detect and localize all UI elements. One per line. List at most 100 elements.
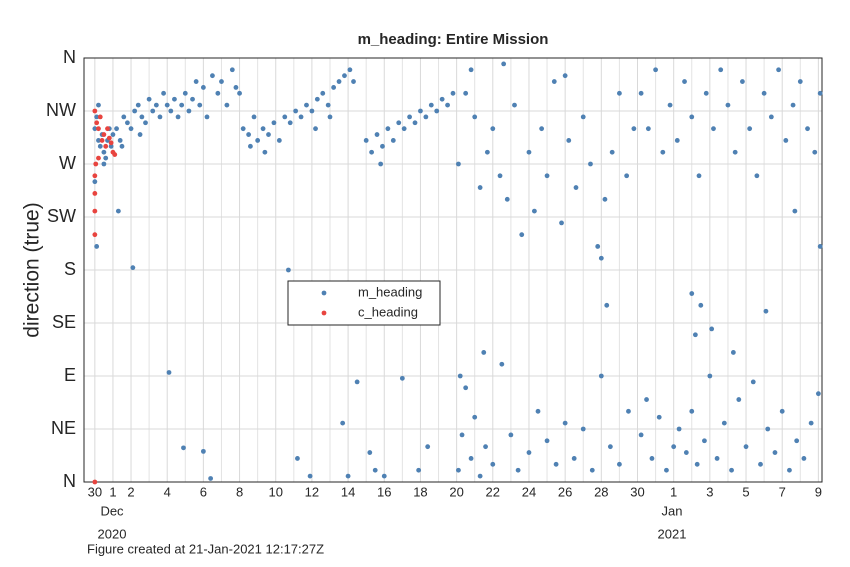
data-point — [93, 161, 99, 167]
data-point — [363, 138, 369, 143]
data-point — [246, 132, 252, 137]
y-tick-label: NW — [46, 100, 76, 120]
legend-box — [287, 280, 441, 326]
data-point — [108, 140, 114, 146]
data-point — [336, 79, 342, 84]
y-tick-label: E — [64, 365, 76, 385]
data-point — [401, 126, 407, 132]
data-point — [472, 114, 478, 120]
data-point — [186, 108, 192, 114]
data-point — [776, 67, 781, 73]
data-point — [101, 149, 107, 155]
data-point — [689, 114, 695, 120]
data-point — [92, 173, 98, 179]
y-tick-label: SW — [47, 206, 76, 226]
data-point — [758, 461, 763, 467]
data-point — [304, 102, 309, 108]
data-point — [351, 79, 356, 84]
data-point — [193, 79, 199, 84]
data-point — [215, 90, 221, 96]
data-point — [707, 373, 713, 379]
data-point — [313, 126, 318, 132]
data-point — [181, 445, 186, 451]
data-point — [114, 126, 119, 132]
data-point — [110, 132, 116, 137]
plot-frame — [83, 57, 823, 483]
data-point — [797, 79, 803, 84]
data-point — [423, 114, 429, 120]
data-point — [108, 143, 114, 149]
data-point — [787, 467, 792, 473]
x-tick-label: 20 — [449, 484, 463, 499]
data-point — [331, 85, 337, 90]
data-point — [345, 473, 351, 479]
data-point — [805, 126, 810, 132]
data-point — [459, 432, 465, 438]
data-point — [407, 114, 412, 120]
data-point — [602, 196, 608, 202]
data-point — [219, 79, 224, 84]
legend-label: c_heading — [358, 304, 418, 319]
data-point — [644, 397, 649, 402]
data-point — [262, 149, 268, 155]
data-point — [794, 438, 800, 444]
data-point — [571, 456, 577, 461]
data-point — [96, 102, 101, 108]
data-point — [544, 438, 550, 444]
data-point — [815, 391, 821, 397]
data-point — [589, 467, 595, 473]
data-point — [531, 208, 537, 214]
data-point — [519, 232, 525, 238]
data-point — [551, 79, 557, 84]
data-point — [150, 108, 156, 114]
legend-marker — [321, 290, 327, 296]
data-point — [200, 85, 206, 90]
y-tick-label: SE — [52, 312, 76, 332]
data-point — [490, 461, 496, 467]
x-tick-label: 12 — [305, 484, 319, 499]
data-point — [617, 90, 622, 96]
data-point — [718, 67, 724, 73]
data-point — [604, 302, 610, 308]
data-point — [182, 90, 188, 96]
data-point — [347, 67, 353, 73]
data-point — [251, 114, 257, 120]
x-tick-label: 7 — [779, 484, 786, 499]
data-point — [146, 96, 152, 102]
data-point — [456, 161, 461, 167]
x-tick-label: 1 — [109, 484, 116, 499]
data-point — [566, 138, 572, 143]
data-point — [721, 420, 727, 426]
y-tick-label: S — [64, 259, 76, 279]
data-point — [255, 138, 261, 143]
data-point — [562, 420, 568, 426]
data-point — [137, 132, 143, 137]
data-point — [354, 379, 360, 385]
data-point — [380, 143, 385, 149]
data-point — [434, 108, 440, 114]
data-point — [626, 408, 631, 414]
data-point — [580, 114, 586, 120]
data-point — [135, 102, 141, 108]
x-tick-label: 22 — [486, 484, 500, 499]
data-point — [287, 120, 293, 126]
data-point — [631, 126, 637, 132]
data-point — [711, 126, 716, 132]
chart-title: m_heading: Entire Mission — [358, 31, 549, 48]
data-point — [445, 102, 450, 108]
x-tick-label: 24 — [522, 484, 536, 499]
data-point — [674, 138, 680, 143]
data-point — [472, 414, 478, 420]
y-tick-label: NE — [51, 418, 76, 438]
data-point — [233, 85, 239, 90]
x-tick-label: 30 — [88, 484, 102, 499]
data-point — [416, 467, 422, 473]
data-point — [320, 90, 326, 96]
data-point — [696, 173, 702, 179]
data-point — [164, 102, 170, 108]
data-point — [266, 132, 271, 137]
data-point — [468, 67, 474, 73]
x-tick-label: 16 — [377, 484, 391, 499]
data-point — [553, 461, 559, 467]
